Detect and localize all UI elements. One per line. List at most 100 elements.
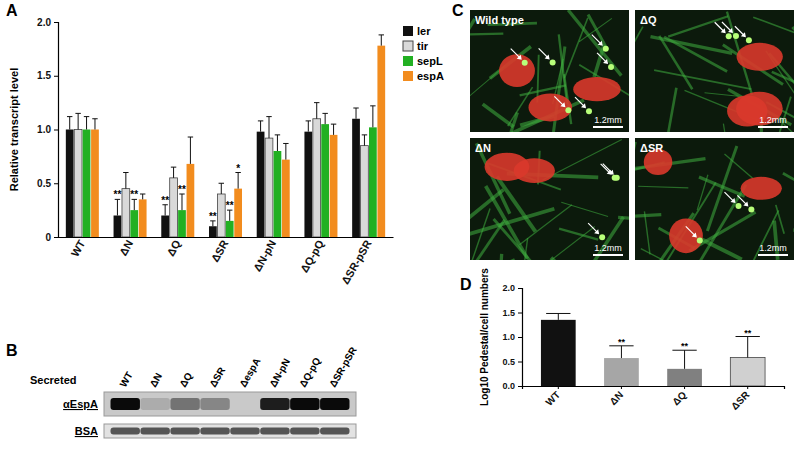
bar [321, 124, 329, 237]
panel-label: A [6, 2, 18, 19]
bar [352, 119, 360, 237]
y-axis: 0.00.51.01.52.0 [502, 283, 522, 391]
lane-label: WT [117, 370, 134, 389]
tick-mark [54, 237, 58, 238]
scale-bar-label: 1.2mm [759, 243, 787, 253]
tick: 1.5 [37, 70, 58, 81]
legend-item: ler [403, 25, 431, 37]
arrow [724, 192, 734, 202]
lane-label: ΔSR [207, 365, 227, 389]
tick-label: ΔSR [209, 238, 231, 264]
error-bar [181, 194, 182, 210]
pedestal [565, 107, 571, 113]
tick: ΔQ [164, 237, 183, 258]
fibre [561, 202, 608, 216]
fibre [635, 142, 636, 179]
bar [234, 189, 242, 237]
annotation: ** [744, 328, 752, 338]
bar [74, 130, 82, 238]
bar [122, 189, 130, 237]
tick: 0.0 [502, 381, 522, 391]
legend-label: ler [417, 25, 431, 37]
legend-item: tir [403, 40, 429, 52]
fibre [635, 27, 643, 103]
micrograph-background [635, 138, 794, 260]
tick-label: WT [68, 238, 87, 259]
fibre [664, 37, 727, 72]
error-cap [275, 134, 280, 135]
fibre [776, 205, 784, 234]
nucleus [669, 218, 703, 253]
error-cap [188, 137, 193, 138]
pedestal [748, 206, 754, 212]
legend-label: espA [417, 70, 444, 82]
tick-mark [54, 130, 58, 131]
micrograph-image [635, 138, 794, 260]
fibre [470, 209, 490, 260]
arrow [603, 164, 613, 174]
annotation: ** [226, 200, 234, 211]
bar [178, 210, 186, 237]
error-bar [221, 183, 222, 194]
error-cap [92, 118, 97, 119]
lane-label: ΔN-pN [267, 357, 292, 389]
fibre [660, 88, 676, 132]
panel-label: B [6, 342, 18, 359]
error-bar [277, 135, 278, 151]
legend-swatch [403, 26, 413, 36]
bar [369, 127, 377, 237]
arrow [597, 53, 607, 63]
tick: 1.0 [502, 332, 522, 342]
annotation: ** [130, 189, 138, 200]
pedestal [746, 37, 752, 43]
arrow [511, 49, 521, 59]
y-axis: 00.51.01.52.0 [37, 17, 58, 243]
tick-mark [54, 22, 58, 23]
error-cap [283, 143, 288, 144]
scale-bar-label: 1.2mm [594, 115, 622, 125]
tick-label: ΔQ [670, 389, 689, 408]
tick: ΔQ [670, 386, 689, 407]
bar [265, 138, 273, 237]
fibre [665, 182, 716, 260]
fibre [486, 186, 528, 259]
bar [257, 132, 265, 237]
band [140, 428, 169, 435]
band [230, 428, 259, 435]
tick-mark [54, 76, 58, 77]
tick-mark [518, 313, 522, 314]
error-bar [173, 167, 174, 178]
error-cap [379, 34, 384, 35]
axis-line [54, 23, 59, 238]
pedestal [697, 237, 703, 243]
annotation: ** [178, 184, 186, 195]
error-bar [229, 210, 230, 221]
annotation: ** [209, 211, 217, 222]
bar [304, 132, 312, 237]
error-bar [364, 135, 365, 146]
fibre [537, 55, 538, 103]
scale-bar [758, 254, 788, 256]
arrow-head [730, 198, 735, 203]
arrow-head [609, 170, 614, 175]
arrow-head [741, 32, 746, 37]
arrow-head [603, 59, 608, 64]
arrow-head [743, 201, 748, 206]
arrow-head [581, 103, 586, 108]
pedestal [614, 175, 620, 181]
tick-label: 1.0 [37, 124, 51, 135]
bar [667, 369, 702, 386]
tick-label: ΔSR-pSR [339, 238, 374, 286]
bar [161, 216, 169, 238]
pedestal [586, 108, 592, 114]
pedestal [726, 33, 732, 39]
pedestal [550, 59, 556, 65]
lane-label: ΔespA [237, 356, 262, 389]
bar [217, 194, 225, 237]
annotation: ** [161, 195, 169, 206]
tick-mark [684, 386, 685, 389]
error-cap [219, 183, 224, 184]
arrow-head [594, 229, 599, 234]
arrow-head [598, 41, 603, 46]
annotation: * [236, 163, 240, 174]
